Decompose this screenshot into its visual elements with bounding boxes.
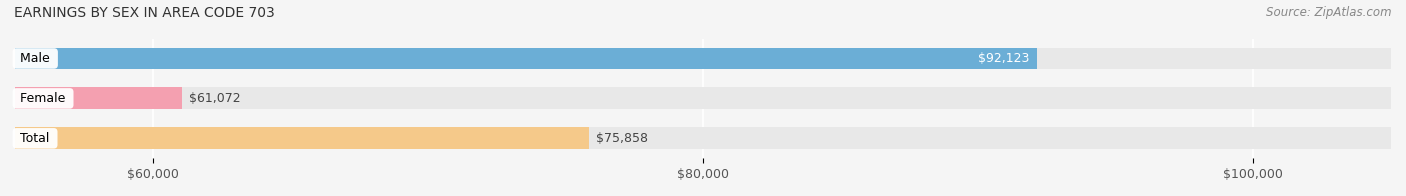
Text: EARNINGS BY SEX IN AREA CODE 703: EARNINGS BY SEX IN AREA CODE 703 (14, 6, 274, 20)
Bar (15, 47, 1036, 69)
Bar (15, 87, 1391, 109)
Text: Source: ZipAtlas.com: Source: ZipAtlas.com (1267, 6, 1392, 19)
Bar (15, 87, 183, 109)
Text: Male: Male (17, 52, 53, 65)
Bar (15, 127, 589, 149)
Text: $92,123: $92,123 (979, 52, 1029, 65)
Bar (15, 127, 1391, 149)
Text: $75,858: $75,858 (596, 132, 648, 145)
Text: Total: Total (17, 132, 53, 145)
Text: $61,072: $61,072 (188, 92, 240, 105)
Bar (15, 47, 1391, 69)
Text: Female: Female (17, 92, 70, 105)
